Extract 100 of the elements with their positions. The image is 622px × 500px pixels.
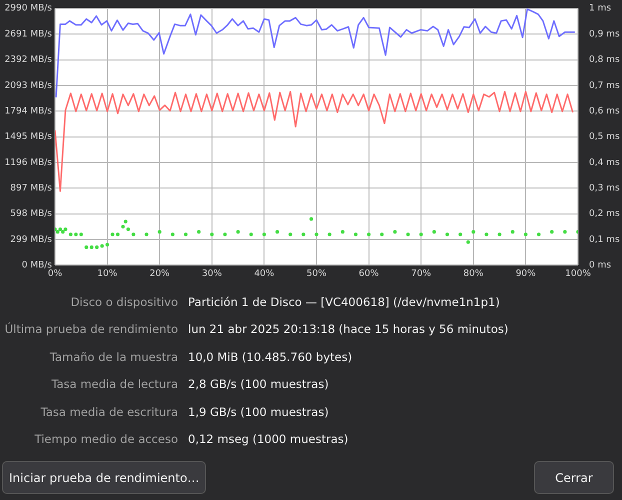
- y-tick-label: 598 MB/s: [10, 209, 52, 220]
- x-tick-label: 50%: [306, 268, 327, 279]
- y-tick-label: 2392 MB/s: [4, 55, 52, 66]
- y-tick-label: 897 MB/s: [10, 184, 52, 194]
- point: [432, 230, 436, 234]
- text: Cerrar: [534, 461, 614, 494]
- text: Partición 1 de Disco — [VC400618] (/dev/nvme1n1p1): [188, 294, 500, 309]
- text: Tiempo medio de acceso: [34, 432, 178, 446]
- point: [68, 232, 72, 236]
- x-tick-label: 90%: [516, 268, 536, 279]
- point: [210, 232, 214, 236]
- point: [106, 242, 110, 246]
- point: [510, 230, 514, 234]
- point: [498, 232, 502, 236]
- y2-tick-label: 0,9 ms: [589, 29, 620, 40]
- point: [197, 230, 201, 234]
- point: [550, 230, 554, 234]
- point: [223, 232, 227, 236]
- text: 10,0 MiB (10.485.760 bytes): [188, 350, 352, 364]
- x-tick-label: 10%: [97, 268, 118, 279]
- point: [340, 230, 344, 234]
- point: [58, 227, 62, 232]
- point: [79, 232, 83, 236]
- point: [184, 232, 188, 236]
- point: [406, 232, 410, 236]
- point: [563, 230, 567, 234]
- point: [380, 232, 384, 236]
- x-tick-label: 20%: [150, 268, 170, 279]
- point: [84, 245, 88, 250]
- y-tick-label: 2093 MB/s: [4, 80, 52, 91]
- point: [472, 230, 476, 234]
- text: 1,9 GB/s (100 muestras): [188, 404, 329, 419]
- y-tick-label: 1196 MB/s: [4, 158, 52, 168]
- point: [458, 232, 462, 236]
- x-tick-label: 70%: [411, 268, 432, 279]
- y2-tick-label: 0 ms: [589, 260, 612, 271]
- point: [144, 232, 148, 236]
- point: [419, 232, 423, 236]
- y2-tick-label: 0,1 ms: [589, 234, 620, 245]
- y2-tick-label: 0,6 ms: [589, 106, 620, 116]
- point: [124, 220, 128, 224]
- point: [100, 244, 104, 248]
- y2-tick-label: 0,3 ms: [589, 184, 620, 194]
- y2-tick-label: 0,2 ms: [589, 209, 620, 220]
- point: [367, 232, 371, 236]
- point: [126, 227, 130, 232]
- point: [309, 217, 314, 221]
- point: [484, 232, 488, 236]
- point: [302, 232, 306, 236]
- y2-tick-label: 0,8 ms: [589, 55, 620, 66]
- text: lun 21 abr 2025 20:13:18 (hace 15 horas y 56 minutos): [188, 322, 508, 336]
- point: [132, 232, 136, 236]
- text: Disco o dispositivo: [70, 294, 178, 309]
- y-tick-label: 299 MB/s: [10, 234, 52, 245]
- point: [61, 230, 65, 234]
- point: [393, 230, 397, 234]
- point: [445, 232, 450, 236]
- text: Tamaño de la muestra: [48, 350, 178, 364]
- y2-tick-label: 0,4 ms: [589, 158, 620, 168]
- y-tick-label: 1495 MB/s: [4, 132, 52, 142]
- x-tick-label: 30%: [202, 268, 222, 279]
- point: [249, 232, 253, 236]
- text: Tasa media de escritura: [40, 404, 178, 419]
- point: [95, 245, 99, 250]
- y2-tick-label: 0,7 ms: [589, 80, 620, 91]
- point: [158, 230, 162, 234]
- point: [288, 232, 292, 236]
- text: 0,12 mseg (1000 muestras): [188, 432, 348, 446]
- point: [121, 224, 125, 228]
- text: Última prueba de rendimiento: [4, 322, 178, 336]
- point: [116, 232, 120, 236]
- text: Iniciar prueba de rendimiento…: [2, 461, 206, 494]
- x-tick-label: 60%: [358, 268, 380, 279]
- text: Tasa media de lectura: [50, 377, 178, 392]
- text: 2,8 GB/s (100 muestras): [188, 377, 329, 392]
- point: [524, 232, 528, 236]
- y-tick-label: 0 MB/s: [22, 260, 52, 271]
- point: [170, 232, 174, 236]
- x-tick-label: 40%: [254, 268, 275, 279]
- point: [536, 232, 541, 236]
- point: [275, 230, 280, 234]
- point: [236, 230, 240, 234]
- point: [74, 232, 78, 236]
- point: [328, 232, 332, 236]
- y-tick-label: 2990 MB/s: [4, 4, 52, 14]
- y-tick-label: 2691 MB/s: [4, 29, 52, 40]
- point: [314, 232, 318, 236]
- point: [354, 232, 358, 236]
- x-tick-label: 0%: [48, 268, 63, 279]
- y2-tick-label: 1 ms: [589, 4, 612, 14]
- x-tick-label: 100%: [565, 268, 592, 279]
- point: [64, 227, 68, 232]
- point: [466, 240, 470, 244]
- y2-tick-label: 0,5 ms: [589, 132, 620, 142]
- point: [110, 232, 114, 236]
- y-tick-label: 1794 MB/s: [4, 106, 52, 116]
- point: [56, 230, 60, 234]
- point: [90, 245, 94, 250]
- x-tick-label: 80%: [463, 268, 484, 279]
- point: [262, 232, 266, 236]
